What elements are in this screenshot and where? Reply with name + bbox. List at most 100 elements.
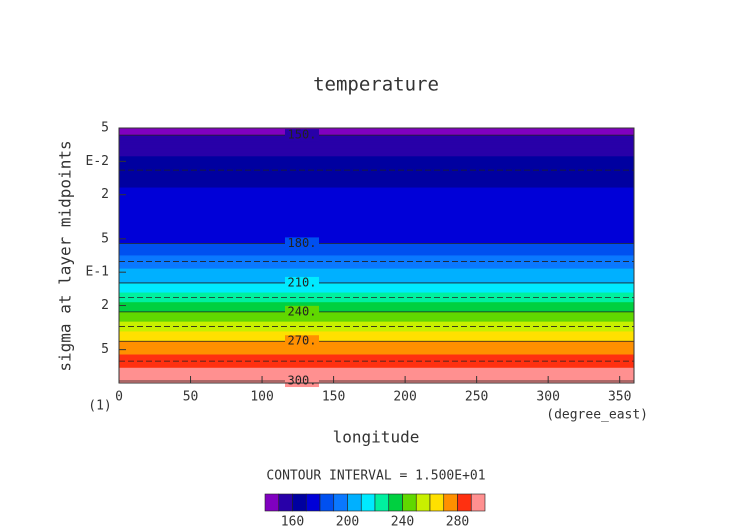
- field-band: [119, 158, 634, 161]
- y-tick-label: E-2: [86, 154, 109, 169]
- field-band: [119, 161, 634, 163]
- field-band: [119, 322, 634, 325]
- field-band: [119, 160, 634, 162]
- field-band: [119, 175, 634, 177]
- field-band: [119, 214, 634, 217]
- field-band: [119, 270, 634, 272]
- colorbar-box: [292, 493, 307, 512]
- field-band: [119, 200, 634, 202]
- field-band: [119, 273, 634, 275]
- field-band: [119, 172, 634, 174]
- x-tick-label: 50: [183, 390, 199, 405]
- field-band: [119, 320, 634, 323]
- field-band: [119, 209, 634, 211]
- field-band: [119, 204, 634, 207]
- field-band: [119, 272, 634, 274]
- field-band: [119, 351, 634, 354]
- field-band: [119, 319, 634, 321]
- colorbar-box: [402, 493, 417, 512]
- field-band: [119, 166, 634, 168]
- field-band: [119, 219, 634, 222]
- field-band: [119, 250, 634, 253]
- field-band: [119, 337, 634, 340]
- field-band: [119, 255, 634, 257]
- field-band: [119, 288, 634, 291]
- field-band: [119, 309, 634, 312]
- field-band: [119, 372, 634, 375]
- field-band: [119, 281, 634, 283]
- field-band: [119, 315, 634, 318]
- field-band: [119, 245, 634, 247]
- field-band: [119, 135, 634, 137]
- field-band: [119, 273, 634, 276]
- field-band: [119, 259, 634, 262]
- colorbar-box: [347, 493, 362, 512]
- contour-label: 300.: [288, 374, 317, 388]
- field-band: [119, 300, 634, 303]
- field-band: [119, 248, 634, 250]
- contour-label: 150.: [288, 128, 317, 142]
- contour-label-bg: [285, 335, 319, 348]
- field-band: [119, 243, 634, 245]
- field-band: [119, 198, 634, 200]
- x-tick-label: 350: [608, 390, 631, 405]
- field-band: [119, 287, 634, 290]
- x-axis-label: longitude: [333, 428, 420, 447]
- field-band: [119, 176, 634, 178]
- field-band: [119, 150, 634, 152]
- field-band: [119, 364, 634, 367]
- field-band: [119, 252, 634, 254]
- field-band: [119, 135, 634, 137]
- colorbar-tick-label: 200: [336, 515, 359, 530]
- field-band: [119, 331, 634, 334]
- field-band: [119, 246, 634, 248]
- field-band: [119, 182, 634, 184]
- field-band: [119, 162, 634, 164]
- field-band: [119, 147, 634, 149]
- field-band: [119, 137, 634, 139]
- field-band: [119, 179, 634, 181]
- field-band: [119, 269, 634, 271]
- field-band: [119, 291, 634, 294]
- field-band: [119, 313, 634, 315]
- y-tick-label: 2: [101, 298, 109, 313]
- field-band: [119, 227, 634, 230]
- field-band: [119, 239, 634, 242]
- field-band: [119, 184, 634, 187]
- field-band: [119, 251, 634, 253]
- field-band: [119, 379, 634, 382]
- contour-label-bg: [285, 276, 319, 289]
- field-band: [119, 258, 634, 260]
- field-band: [119, 231, 634, 234]
- field-band: [119, 265, 634, 268]
- field-band: [119, 303, 634, 306]
- field-band: [119, 247, 634, 250]
- field-band: [119, 266, 634, 269]
- field-band: [119, 237, 634, 239]
- field-band: [119, 139, 634, 141]
- field-band: [119, 328, 634, 331]
- colorbar-box: [443, 493, 458, 512]
- field-band: [119, 344, 634, 347]
- field-band: [119, 190, 634, 193]
- field-band: [119, 228, 634, 231]
- field-band: [119, 265, 634, 267]
- field-band: [119, 341, 634, 344]
- field-band: [119, 195, 634, 198]
- field-band: [119, 304, 634, 307]
- field-band: [119, 210, 634, 213]
- field-band: [119, 203, 634, 206]
- field-band: [119, 352, 634, 356]
- contour-label-bg: [285, 375, 319, 388]
- field-band: [119, 302, 634, 304]
- field-band: [119, 138, 634, 140]
- field-band: [119, 253, 634, 256]
- field-band: [119, 240, 634, 243]
- field-band: [119, 336, 634, 339]
- field-band: [119, 305, 634, 308]
- field-band: [119, 170, 634, 172]
- field-band: [119, 183, 634, 185]
- field-band: [119, 149, 634, 151]
- field-band: [119, 187, 634, 190]
